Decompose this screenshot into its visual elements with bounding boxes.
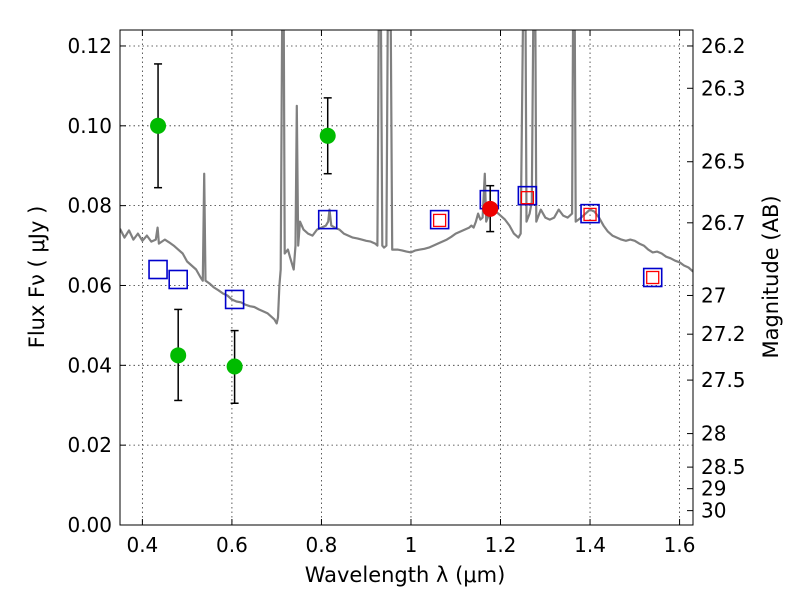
right-tick-label: 29 bbox=[701, 477, 726, 501]
model-square-marker bbox=[642, 267, 663, 288]
x-tick-label: 1.6 bbox=[664, 533, 696, 557]
model-square-marker bbox=[429, 209, 450, 230]
plot-frame bbox=[119, 29, 694, 526]
right-tick-label: 27 bbox=[701, 283, 726, 307]
x-tick-label: 0.8 bbox=[306, 533, 338, 557]
x-tick-label: 1.4 bbox=[574, 533, 606, 557]
model-square-marker bbox=[580, 203, 600, 224]
x-tick-label: 1.2 bbox=[485, 533, 517, 557]
model-square-marker bbox=[168, 269, 188, 290]
model-square-marker bbox=[148, 259, 168, 280]
x-tick-label: 0.4 bbox=[126, 533, 158, 557]
observed-point bbox=[319, 127, 336, 144]
y-tick-label: 0.08 bbox=[67, 194, 112, 218]
markers bbox=[148, 63, 663, 404]
plot-area bbox=[120, 30, 693, 325]
model-square-marker bbox=[317, 209, 338, 230]
observed-point bbox=[226, 358, 243, 375]
y-tick-label: 0.02 bbox=[67, 433, 112, 457]
right-tick-label: 27.5 bbox=[701, 368, 746, 392]
y-axis-label: Flux Fν ( μJy ) bbox=[25, 206, 49, 349]
axes: 0.4 0.6 0.8 1 1.2 1.4 1.6 0.00 0.02 0.04 0.06 0.08 0… bbox=[67, 30, 746, 557]
x-tick-label: 0.6 bbox=[216, 533, 248, 557]
right-tick-label: 28 bbox=[701, 422, 726, 446]
red-square-marker bbox=[520, 191, 535, 205]
observed-point bbox=[482, 200, 499, 217]
red-square-marker bbox=[432, 213, 447, 228]
red-square-marker bbox=[646, 270, 660, 285]
right-axis-label: Magnitude (AB) bbox=[759, 195, 783, 358]
right-tick-label: 26.3 bbox=[701, 76, 746, 100]
y-tick-label: 0.06 bbox=[67, 273, 112, 297]
right-tick-label: 30 bbox=[701, 499, 726, 523]
y-tick-label: 0.04 bbox=[67, 353, 112, 377]
y-tick-label: 0.12 bbox=[67, 34, 112, 58]
observed-point bbox=[150, 117, 167, 134]
model-square-marker bbox=[517, 185, 538, 206]
right-tick-label: 28.5 bbox=[701, 455, 746, 479]
observed-point bbox=[170, 347, 187, 364]
right-tick-label: 27.2 bbox=[701, 322, 746, 346]
x-axis-label: Wavelength λ (μm) bbox=[305, 563, 506, 587]
right-tick-label: 26.2 bbox=[701, 34, 746, 58]
red-square-marker bbox=[583, 207, 597, 222]
x-tick-label: 1 bbox=[405, 533, 418, 557]
right-tick-label: 26.5 bbox=[701, 150, 746, 174]
model-square-marker bbox=[224, 289, 245, 310]
y-tick-label: 0.10 bbox=[67, 114, 112, 138]
spectrum-line bbox=[120, 30, 693, 325]
y-tick-label: 0.00 bbox=[67, 513, 112, 537]
right-tick-label: 26.7 bbox=[701, 211, 746, 235]
